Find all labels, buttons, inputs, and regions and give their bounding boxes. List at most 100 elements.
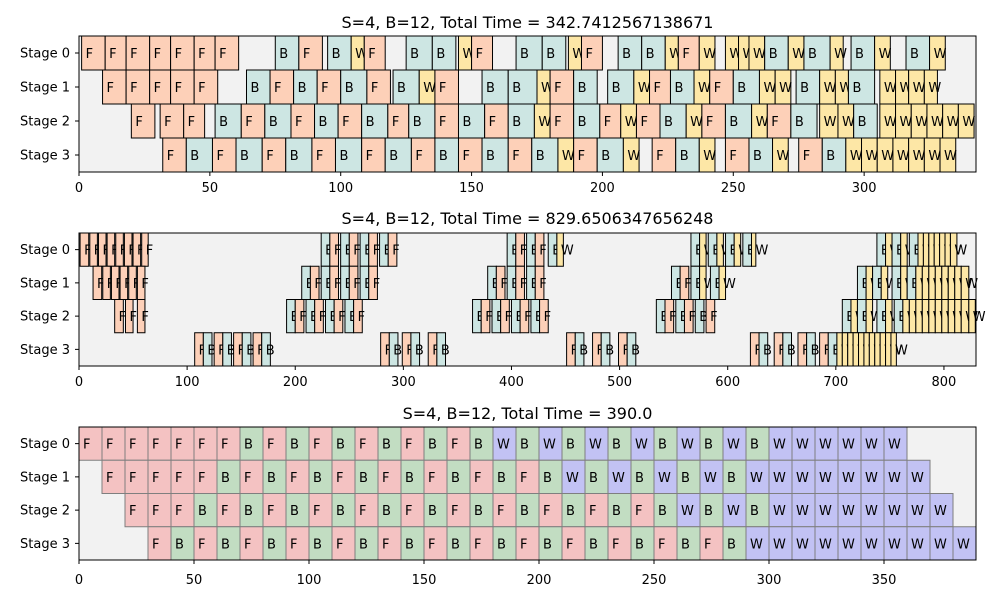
y-tick-label: Stage 2	[20, 504, 70, 519]
block-label: F	[244, 537, 251, 552]
block-label: W	[884, 81, 897, 96]
block-B	[607, 69, 635, 105]
block-label: F	[109, 47, 116, 62]
block-label: F	[290, 471, 297, 486]
block-label: B	[681, 537, 690, 552]
block-label: W	[497, 438, 510, 453]
block-label: W	[944, 149, 957, 164]
block-label: W	[625, 115, 638, 130]
block-label: B	[382, 504, 391, 519]
block-label: W	[865, 537, 878, 552]
block-F	[500, 299, 510, 334]
block-label: B	[359, 471, 368, 486]
block-W	[718, 265, 727, 300]
block-label: B	[290, 149, 299, 164]
block-label: B	[319, 115, 328, 130]
block-label: B	[439, 149, 448, 164]
block-label: B	[428, 504, 437, 519]
block-label: W	[962, 115, 975, 130]
block-label: B	[769, 47, 778, 62]
block-label: W	[888, 438, 901, 453]
x-tick-label: 50	[186, 573, 203, 588]
x-tick-label: 800	[932, 375, 957, 390]
block-label: F	[539, 244, 546, 259]
block-label: F	[164, 115, 171, 130]
block-label: F	[107, 277, 114, 292]
block-label: W	[779, 81, 792, 96]
block-label: F	[188, 115, 195, 130]
block-B	[457, 103, 486, 139]
x-tick-label: 400	[499, 375, 524, 390]
block-label: B	[512, 115, 521, 130]
block-label: F	[520, 471, 527, 486]
block-label: B	[579, 343, 588, 358]
block-F	[136, 299, 146, 334]
block-label: W	[681, 504, 694, 519]
block-label: F	[392, 115, 399, 130]
block-label: F	[451, 504, 458, 519]
block-label: B	[451, 471, 460, 486]
block-label: B	[441, 343, 450, 358]
block-label: F	[115, 277, 122, 292]
block-label: B	[622, 47, 631, 62]
block-label: B	[415, 343, 424, 358]
block-label: F	[129, 504, 136, 519]
block-label: F	[128, 244, 135, 259]
block-label: F	[221, 504, 228, 519]
block-label: F	[392, 244, 399, 259]
block-B	[507, 69, 538, 105]
block-label: F	[439, 115, 446, 130]
block-label: F	[141, 277, 148, 292]
block-label: W	[888, 537, 901, 552]
block-label: W	[750, 471, 763, 486]
block-label: W	[658, 471, 671, 486]
block-F	[333, 299, 344, 334]
x-tick-label: 700	[823, 375, 848, 390]
block-label: W	[543, 438, 556, 453]
block-label: B	[589, 537, 598, 552]
block-label: F	[94, 244, 101, 259]
block-label: F	[97, 277, 104, 292]
block-label: F	[405, 504, 412, 519]
block-label: F	[316, 149, 323, 164]
block-label: F	[439, 81, 446, 96]
block-label: F	[83, 438, 90, 453]
y-tick-label: Stage 3	[20, 343, 70, 358]
y-tick-label: Stage 0	[20, 243, 70, 258]
block-label: W	[538, 115, 551, 130]
block-label: W	[928, 81, 941, 96]
block-F	[193, 69, 219, 105]
block-label: B	[795, 115, 804, 130]
chart-title: S=4, B=12, Total Time = 829.650634765624…	[342, 209, 714, 228]
block-label: B	[664, 115, 673, 130]
block-label: F	[129, 310, 136, 325]
block-B	[185, 137, 213, 173]
block-label: B	[219, 115, 228, 130]
x-tick-label: 300	[391, 375, 416, 390]
block-label: W	[423, 81, 436, 96]
block-label: F	[175, 81, 182, 96]
block-label: B	[750, 504, 759, 519]
block-label: B	[175, 537, 184, 552]
block-B	[334, 137, 363, 173]
block-label: W	[638, 81, 651, 96]
block-label: B	[413, 115, 422, 130]
block-label: W	[888, 471, 901, 486]
block-label: F	[714, 81, 721, 96]
block-label: F	[216, 149, 223, 164]
block-label: F	[198, 81, 205, 96]
block-label: B	[366, 115, 375, 130]
block-label: W	[897, 149, 910, 164]
block-label: F	[382, 537, 389, 552]
block-label: W	[842, 438, 855, 453]
block-label: W	[934, 537, 947, 552]
block-label: F	[520, 244, 527, 259]
block-label: F	[336, 471, 343, 486]
block-label: W	[756, 115, 769, 130]
block-label: B	[753, 149, 762, 164]
block-label: B	[680, 149, 689, 164]
block-label: F	[146, 244, 153, 259]
block-label: F	[130, 81, 137, 96]
block-label: W	[750, 537, 763, 552]
block-label: F	[266, 149, 273, 164]
